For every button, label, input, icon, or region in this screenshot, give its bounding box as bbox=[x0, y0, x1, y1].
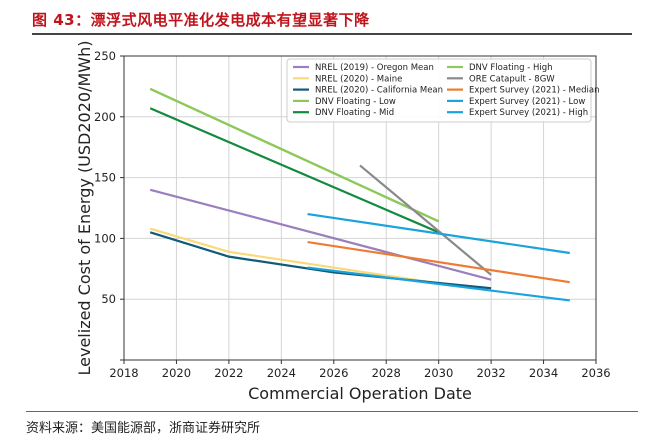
series-line-nrel-2020-california-mean bbox=[149, 231, 492, 290]
x-tick-label: 2034 bbox=[529, 366, 558, 380]
legend-item: Expert Survey (2021) - High bbox=[447, 108, 588, 118]
axes bbox=[120, 55, 597, 364]
legend-label: NREL (2019) - Oregon Mean bbox=[315, 63, 434, 73]
series-line-dnv-floating-mid bbox=[149, 107, 440, 234]
source-note: 资料来源：美国能源部，浙商证券研究所 bbox=[26, 421, 261, 436]
series-line-expert-survey-2021-low bbox=[307, 266, 570, 302]
figure-title: 图 43：漂浮式风电平准化发电成本有望显著下降 bbox=[32, 11, 370, 29]
series-line-ore-catapult-8gw bbox=[359, 164, 492, 276]
x-tick-label: 2024 bbox=[267, 366, 296, 380]
x-tick-label: 2026 bbox=[319, 366, 348, 380]
x-tick-label: 2030 bbox=[424, 366, 453, 380]
x-tick-label: 2020 bbox=[162, 366, 191, 380]
title-divider bbox=[32, 33, 632, 35]
legend-box bbox=[286, 58, 592, 123]
legend-item: ORE Catapult - 8GW bbox=[447, 74, 555, 84]
legend-item: NREL (2020) - Maine bbox=[293, 74, 402, 84]
y-axis-label: Levelized Cost of Energy (USD2020/MWh) bbox=[75, 41, 94, 376]
legend-label: ORE Catapult - 8GW bbox=[469, 74, 555, 84]
y-tick-label: 100 bbox=[94, 231, 116, 245]
x-axis-label: Commercial Operation Date bbox=[248, 384, 472, 403]
series-line-nrel-2019-oregon-mean bbox=[149, 188, 492, 281]
legend-item: Expert Survey (2021) - Low bbox=[447, 97, 585, 107]
series-line-dnv-floating-high bbox=[149, 87, 440, 223]
plot-frame bbox=[123, 55, 597, 361]
y-tick-label: 50 bbox=[101, 292, 116, 306]
x-tick-label: 2036 bbox=[581, 366, 610, 380]
series-lines bbox=[149, 87, 570, 302]
y-tick-label: 150 bbox=[94, 171, 116, 185]
legend-item: DNV Floating - Mid bbox=[293, 108, 394, 118]
source-divider bbox=[26, 411, 638, 412]
series-line-expert-survey-2021-high bbox=[307, 212, 570, 255]
legend-label: Expert Survey (2021) - Low bbox=[469, 97, 585, 107]
legend-label: Expert Survey (2021) - High bbox=[469, 108, 588, 118]
legend-label: DNV Floating - Low bbox=[315, 97, 396, 107]
lcoe-chart: 2018 2020 2022 2024 2026 2028 2030 2032 2034 2036… bbox=[75, 41, 611, 403]
y-tick-label: 250 bbox=[94, 49, 116, 63]
legend-label: DNV Floating - Mid bbox=[315, 108, 394, 118]
legend-item: NREL (2019) - Oregon Mean bbox=[293, 63, 434, 73]
legend-label: NREL (2020) - Maine bbox=[315, 74, 402, 84]
x-tick-label: 2028 bbox=[372, 366, 401, 380]
y-tick-label: 200 bbox=[94, 110, 116, 124]
series-line-expert-survey-2021-median bbox=[307, 240, 570, 284]
legend-item: DNV Floating - High bbox=[447, 63, 553, 73]
legend-item: NREL (2020) - California Mean bbox=[293, 86, 443, 96]
series-line-nrel-2020-maine bbox=[149, 227, 439, 285]
x-tick-label: 2022 bbox=[214, 366, 243, 380]
legend-item: DNV Floating - Low bbox=[293, 97, 396, 107]
tick-labels: 2018 2020 2022 2024 2026 2028 2030 2032 2034 2036… bbox=[94, 49, 611, 380]
legend-label: DNV Floating - High bbox=[469, 63, 553, 73]
legend-label: Expert Survey (2021) - Median bbox=[469, 86, 599, 96]
x-tick-label: 2032 bbox=[476, 366, 505, 380]
x-tick-label: 2018 bbox=[109, 366, 138, 380]
legend-item: Expert Survey (2021) - Median bbox=[447, 86, 599, 96]
legend-label: NREL (2020) - California Mean bbox=[315, 86, 443, 96]
